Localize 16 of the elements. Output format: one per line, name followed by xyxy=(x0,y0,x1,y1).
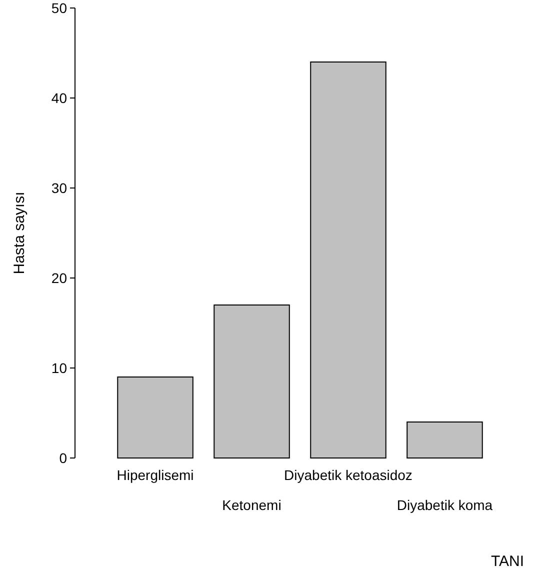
x-axis-title: TANI xyxy=(490,553,524,570)
y-tick-label: 30 xyxy=(51,180,68,196)
y-tick-label: 50 xyxy=(51,0,68,16)
x-tick-label: Diyabetik koma xyxy=(396,497,493,513)
x-tick-label: Ketonemi xyxy=(222,497,282,513)
bar xyxy=(117,376,194,458)
x-tick-label: Hiperglisemi xyxy=(116,467,194,483)
bar xyxy=(214,304,290,458)
y-tick-label: 10 xyxy=(51,360,68,376)
bar xyxy=(406,422,483,458)
x-tick-label: Diyabetik ketoasidoz xyxy=(284,467,412,483)
y-tick-label: 20 xyxy=(51,270,68,286)
y-tick-label: 0 xyxy=(59,450,68,466)
y-tick-label: 40 xyxy=(51,90,68,106)
bar xyxy=(310,62,386,458)
y-axis-title: Hasta sayısı xyxy=(11,192,28,274)
